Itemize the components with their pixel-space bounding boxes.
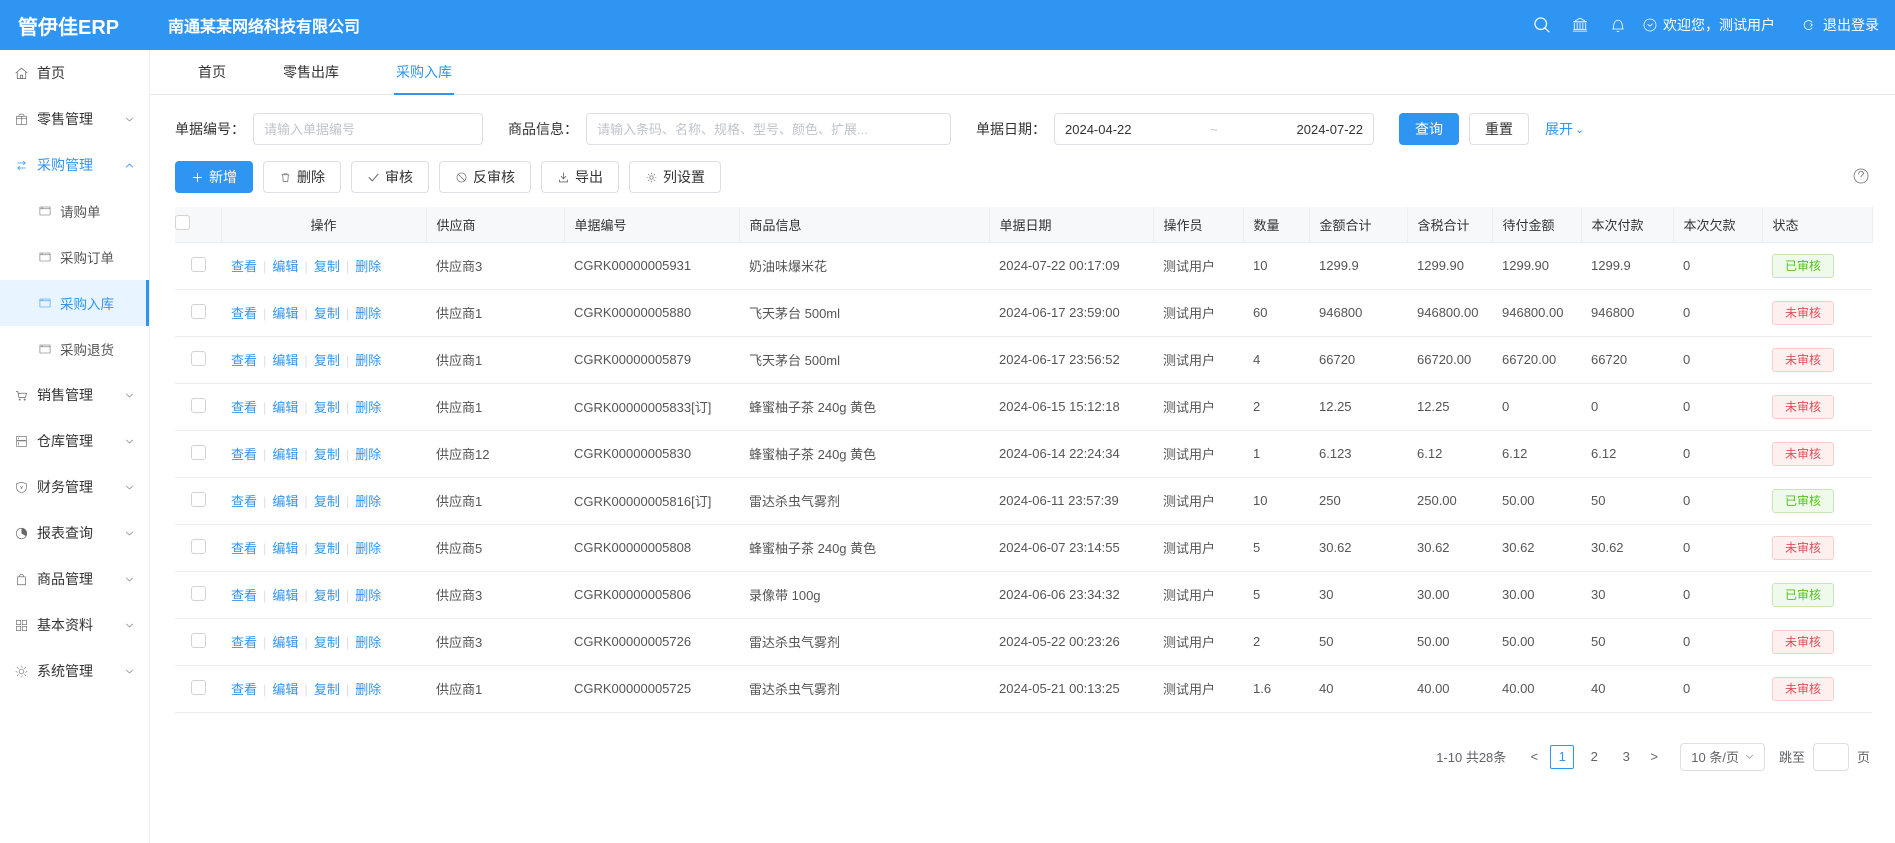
svg-text:¥: ¥ <box>20 485 23 491</box>
